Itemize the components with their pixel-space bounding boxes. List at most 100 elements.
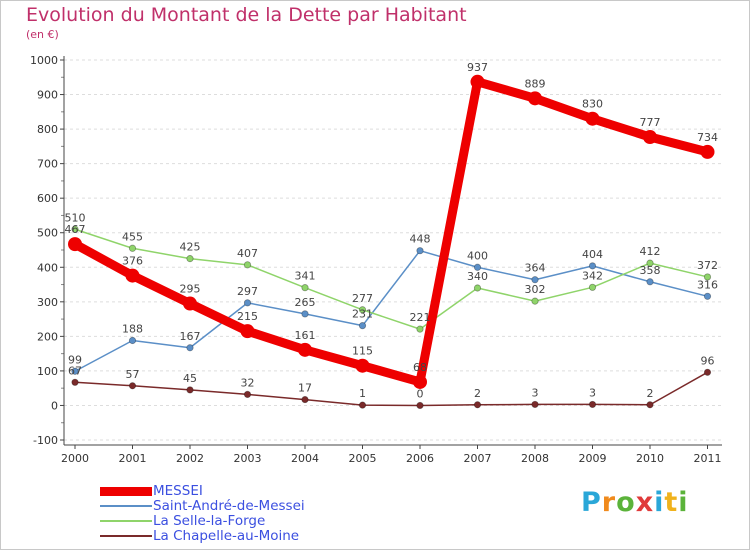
data-label: 455 bbox=[122, 230, 143, 243]
data-point bbox=[585, 111, 600, 126]
data-point bbox=[531, 297, 539, 305]
data-point bbox=[588, 283, 597, 291]
data-label: 68 bbox=[413, 361, 427, 374]
data-point bbox=[186, 344, 194, 352]
data-point bbox=[588, 400, 597, 409]
data-label: 3 bbox=[532, 386, 539, 399]
y-tick-label: 800 bbox=[37, 123, 58, 136]
data-point bbox=[243, 390, 252, 398]
data-label: 96 bbox=[701, 354, 715, 367]
data-label: 340 bbox=[467, 270, 488, 283]
x-tick-label: 2011 bbox=[694, 452, 722, 465]
x-tick-label: 2000 bbox=[61, 452, 89, 465]
x-tick-label: 2009 bbox=[579, 452, 607, 465]
data-point bbox=[413, 374, 427, 389]
data-point bbox=[416, 401, 424, 410]
data-label: 830 bbox=[582, 98, 603, 111]
data-label: 231 bbox=[352, 308, 373, 321]
x-tick-label: 2008 bbox=[521, 452, 549, 465]
data-label: 412 bbox=[640, 245, 661, 258]
data-label: 57 bbox=[126, 368, 140, 381]
logo-letter: t bbox=[664, 487, 679, 518]
x-tick-label: 2003 bbox=[234, 452, 262, 465]
data-point bbox=[703, 273, 712, 281]
data-label: 277 bbox=[352, 292, 373, 305]
data-point bbox=[646, 259, 654, 267]
data-label: 777 bbox=[640, 116, 661, 129]
data-label: 937 bbox=[467, 61, 488, 74]
data-point bbox=[71, 225, 79, 233]
data-point bbox=[358, 306, 367, 314]
data-label: 358 bbox=[640, 264, 661, 277]
data-label: 2 bbox=[647, 387, 654, 400]
data-label: 376 bbox=[122, 255, 143, 268]
data-label: 372 bbox=[697, 259, 718, 272]
data-point bbox=[358, 401, 367, 409]
data-point bbox=[358, 322, 367, 330]
x-tick-label: 2007 bbox=[464, 452, 492, 465]
data-point bbox=[470, 74, 485, 89]
data-point bbox=[128, 336, 137, 345]
y-tick-label: 1000 bbox=[30, 54, 58, 67]
data-label: 161 bbox=[295, 329, 316, 342]
data-point bbox=[700, 144, 715, 159]
x-tick-label: 2006 bbox=[406, 452, 434, 465]
data-label: 67 bbox=[68, 364, 82, 377]
data-label: 167 bbox=[180, 330, 201, 343]
data-label: 0 bbox=[417, 387, 424, 400]
data-label: 2 bbox=[474, 387, 481, 400]
data-point bbox=[186, 386, 194, 394]
data-point bbox=[240, 324, 255, 339]
data-point bbox=[243, 261, 252, 269]
data-point bbox=[416, 247, 424, 255]
data-point bbox=[646, 278, 654, 286]
y-tick-label: 700 bbox=[37, 158, 58, 171]
x-tick-label: 2001 bbox=[119, 452, 147, 465]
data-label: 734 bbox=[697, 131, 718, 144]
data-point bbox=[125, 268, 140, 283]
data-point bbox=[71, 367, 79, 375]
data-label: 297 bbox=[237, 285, 258, 298]
data-point bbox=[643, 130, 657, 145]
proxiti-logo: Proxiti bbox=[581, 487, 689, 518]
data-point bbox=[301, 284, 309, 292]
data-point bbox=[473, 284, 482, 292]
data-point bbox=[531, 400, 539, 409]
data-point bbox=[301, 310, 309, 318]
data-label: 364 bbox=[525, 262, 546, 275]
data-point bbox=[301, 395, 309, 404]
data-point bbox=[703, 292, 712, 300]
data-label: 510 bbox=[65, 211, 86, 224]
logo-letter: r bbox=[601, 487, 617, 518]
y-tick-label: -100 bbox=[33, 434, 58, 447]
data-point bbox=[588, 262, 597, 270]
data-label: 316 bbox=[697, 278, 718, 291]
data-label: 115 bbox=[352, 345, 373, 358]
data-point bbox=[473, 401, 482, 409]
data-label: 425 bbox=[180, 241, 201, 254]
x-tick-label: 2005 bbox=[349, 452, 377, 465]
data-point bbox=[703, 368, 712, 376]
data-point bbox=[243, 299, 252, 307]
chart-title: Evolution du Montant de la Dette par Hab… bbox=[26, 4, 467, 26]
data-point bbox=[646, 401, 654, 409]
series-line-2 bbox=[74, 249, 709, 373]
data-point bbox=[355, 358, 370, 373]
x-tick-label: 2010 bbox=[636, 452, 664, 465]
y-tick-label: 500 bbox=[37, 227, 58, 240]
data-label: 342 bbox=[582, 269, 603, 282]
data-label: 404 bbox=[582, 248, 603, 261]
x-tick-label: 2002 bbox=[176, 452, 204, 465]
data-label: 215 bbox=[237, 310, 258, 323]
data-point bbox=[183, 296, 197, 311]
y-tick-label: 400 bbox=[37, 261, 58, 274]
legend-label: Saint-André-de-Messei bbox=[153, 498, 305, 514]
legend-swatch bbox=[100, 486, 152, 496]
data-point bbox=[186, 255, 194, 263]
y-tick-label: 100 bbox=[37, 365, 58, 378]
data-point bbox=[128, 382, 137, 390]
data-point bbox=[473, 263, 482, 271]
logo-letter: i bbox=[654, 487, 665, 518]
data-point bbox=[416, 325, 424, 333]
